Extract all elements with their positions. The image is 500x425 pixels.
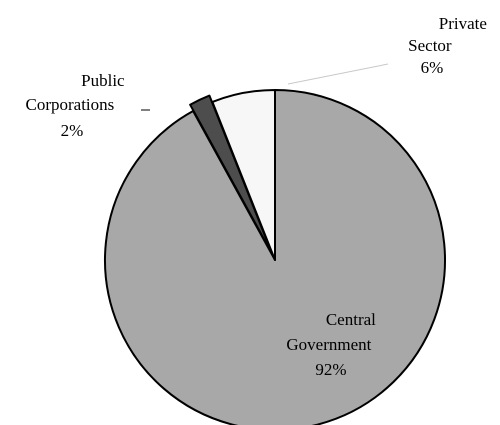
label-central-line1: Central xyxy=(326,310,376,329)
label-central-line2: Government xyxy=(286,335,371,354)
label-public-corporations: Public Corporations 2% xyxy=(25,71,128,140)
pie-slice-private-sector xyxy=(211,89,276,261)
leader-line-private xyxy=(287,63,389,85)
label-public-line2: Corporations xyxy=(25,95,114,114)
label-public-line1: Public xyxy=(81,71,125,90)
pie-slice-public-corporations xyxy=(189,94,274,255)
label-private-sector: Private Sector 6% xyxy=(408,14,491,77)
label-central-value: 92% xyxy=(315,360,346,379)
label-private-line2: Sector xyxy=(408,36,452,55)
labels-layer: Private Sector 6% Public Corporations 2%… xyxy=(25,14,491,379)
label-central-government: Central Government 92% xyxy=(286,310,380,379)
slices-layer xyxy=(104,89,446,425)
label-public-value: 2% xyxy=(61,121,84,140)
label-private-line1: Private xyxy=(439,14,487,33)
label-private-value: 6% xyxy=(421,58,444,77)
